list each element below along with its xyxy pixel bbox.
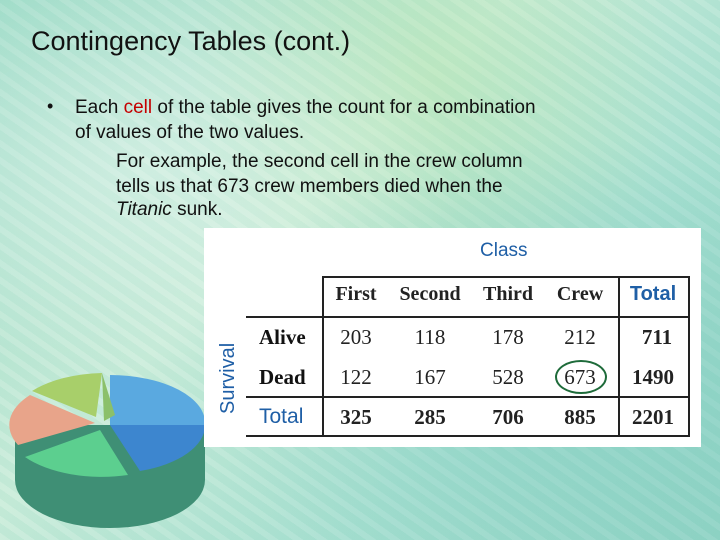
table-totals-line	[246, 396, 690, 398]
bullet-line-5-post: sunk.	[171, 199, 223, 220]
bullet-highlight-cell: cell	[123, 97, 153, 118]
table-header-line	[246, 316, 690, 318]
cell-total-first: 325	[340, 405, 372, 429]
row-label-dead: Dead	[259, 365, 306, 389]
slide-title: Contingency Tables (cont.)	[31, 26, 351, 56]
highlight-circle	[555, 360, 607, 394]
table-bottom-line	[246, 435, 690, 437]
table-right-line	[688, 276, 690, 437]
cell-dead-total: 1490	[632, 365, 674, 389]
cell-dead-second: 167	[414, 365, 446, 389]
bullet-line-1-pre: Each	[75, 97, 124, 118]
col-header-first: First	[335, 283, 377, 305]
cell-alive-first: 203	[340, 325, 372, 349]
row-label-total: Total	[259, 405, 304, 428]
cell-total-crew: 885	[564, 405, 596, 429]
cell-alive-second: 118	[414, 325, 446, 349]
bullet-line-1: Each cell of the table gives the count f…	[75, 97, 536, 119]
bullet-dot: •	[47, 96, 54, 116]
bullet-line-3: For example, the second cell in the crew…	[116, 151, 523, 172]
class-header: Class	[480, 240, 528, 261]
contingency-table-image: Class Survival First Second Third Crew T…	[204, 228, 701, 447]
bullet-line-4: tells us that 673 crew members died when…	[116, 176, 503, 197]
cell-total-third: 706	[492, 405, 524, 429]
bullet-line-1-post: of the table gives the count for a combi…	[152, 97, 536, 118]
col-header-third: Third	[482, 283, 534, 305]
col-header-total: Total	[629, 283, 677, 305]
bullet-line-5: Titanic sunk.	[116, 199, 223, 221]
col-header-second: Second	[399, 283, 461, 305]
cell-total-second: 285	[414, 405, 446, 429]
table-total-divider	[618, 276, 620, 437]
pie-decoration-image	[9, 373, 206, 528]
cell-dead-first: 122	[340, 365, 372, 389]
bullet-line-2: of values of the two values.	[75, 122, 305, 143]
row-label-alive: Alive	[259, 325, 306, 349]
cell-alive-third: 178	[492, 325, 524, 349]
table-top-line	[322, 276, 690, 278]
cell-dead-third: 528	[492, 365, 524, 389]
table-left-line	[322, 276, 324, 437]
survival-label: Survival	[217, 342, 239, 414]
col-header-crew: Crew	[556, 283, 604, 305]
titanic-italic: Titanic	[116, 199, 172, 220]
cell-grand-total: 2201	[632, 405, 674, 429]
cell-alive-total: 711	[641, 325, 673, 349]
cell-alive-crew: 212	[564, 325, 596, 349]
